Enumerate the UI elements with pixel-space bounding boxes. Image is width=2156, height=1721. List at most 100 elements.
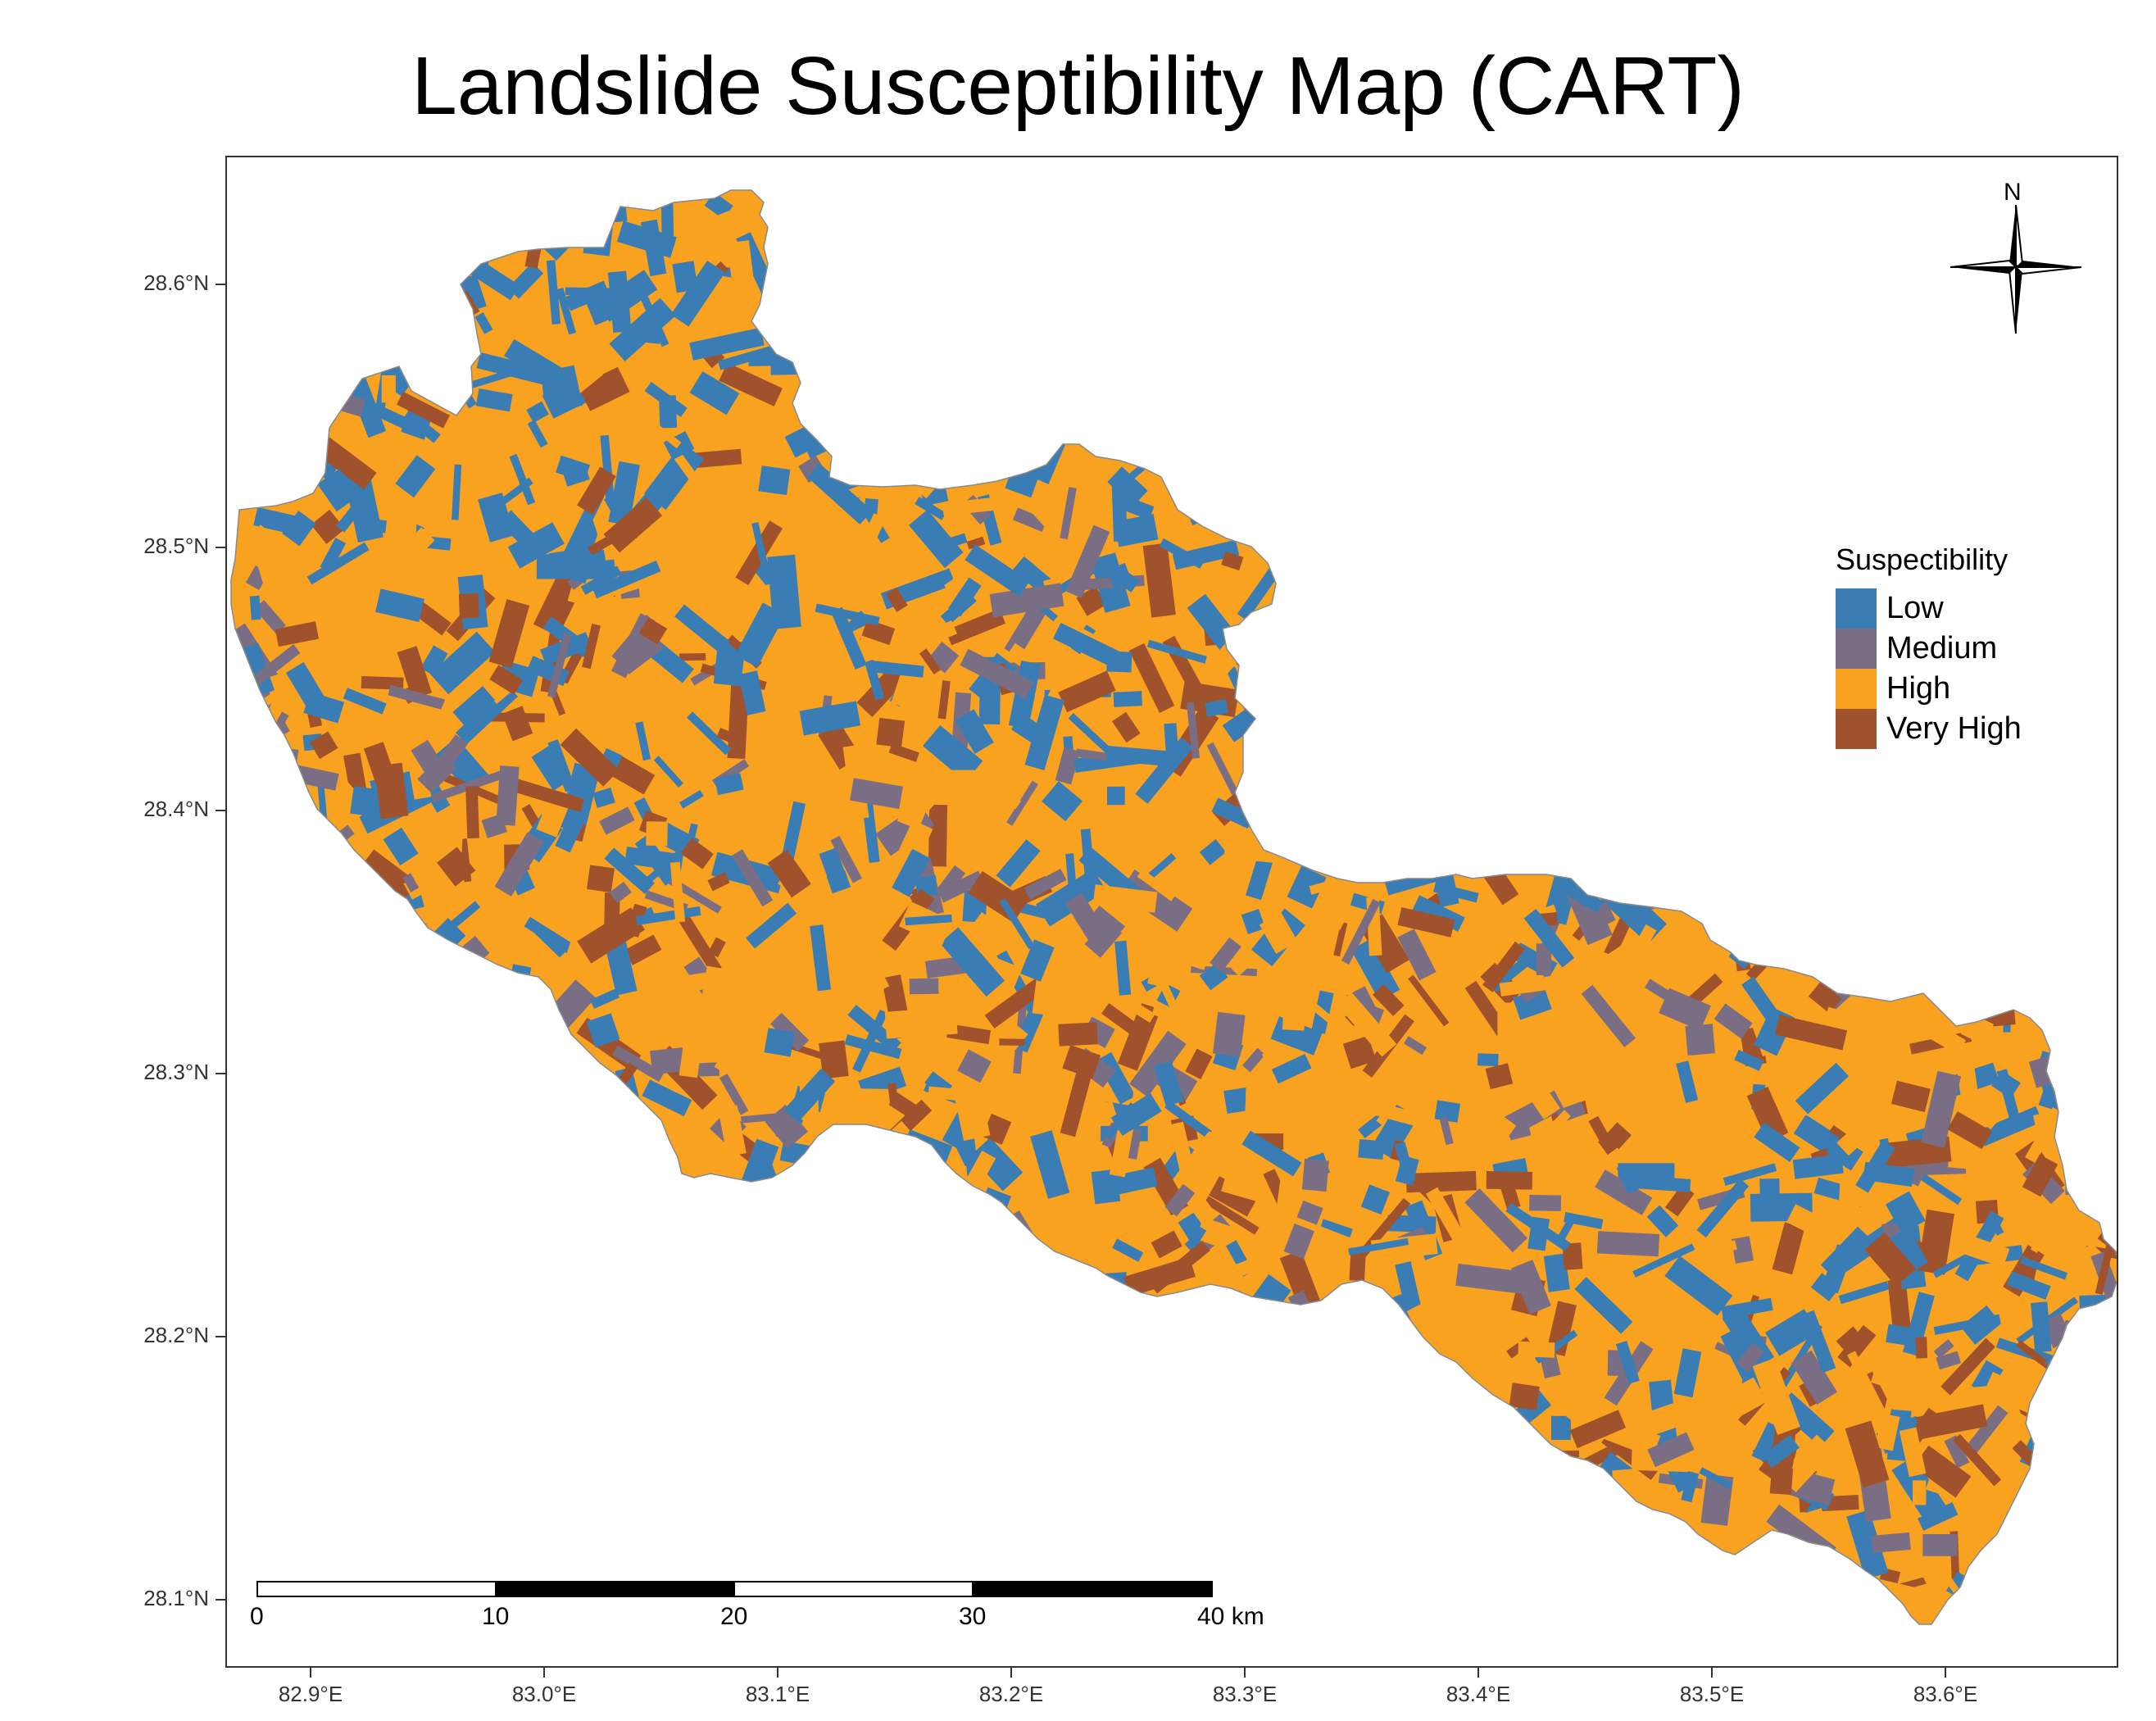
- raster-patch: [1083, 344, 1111, 373]
- raster-patch: [279, 1476, 309, 1511]
- raster-patch: [298, 949, 334, 987]
- raster-patch: [1423, 506, 1474, 563]
- raster-patch: [249, 1360, 262, 1396]
- raster-patch: [1395, 1260, 1423, 1319]
- raster-patch: [1068, 1532, 1109, 1582]
- raster-patch: [1294, 1578, 1355, 1619]
- raster-patch: [2033, 887, 2077, 911]
- raster-patch: [896, 784, 933, 830]
- raster-patch: [2058, 954, 2097, 993]
- raster-patch: [2074, 333, 2109, 376]
- raster-patch: [282, 387, 325, 445]
- raster-patch: [648, 1146, 700, 1185]
- raster-patch: [979, 270, 1030, 314]
- raster-patch: [1683, 190, 1732, 219]
- raster-patch: [1872, 797, 1893, 824]
- raster-patch: [1442, 262, 1474, 294]
- raster-patch: [1368, 554, 1404, 631]
- raster-patch: [1741, 1621, 1773, 1624]
- raster-patch: [1275, 424, 1314, 463]
- raster-patch: [1482, 598, 1555, 614]
- raster-patch: [1505, 405, 1523, 427]
- raster-patch: [1506, 263, 1545, 311]
- raster-patch: [2002, 445, 2031, 475]
- raster-patch: [1319, 1219, 1353, 1240]
- raster-patch: [1473, 529, 1514, 570]
- raster-patch: [1018, 1643, 1078, 1668]
- raster-patch: [1602, 289, 1650, 356]
- raster-patch: [691, 1294, 703, 1314]
- raster-patch: [411, 1091, 443, 1123]
- raster-patch: [1574, 1277, 1633, 1334]
- raster-patch: [748, 1394, 785, 1443]
- raster-patch: [578, 366, 630, 411]
- raster-patch: [641, 1626, 676, 1668]
- raster-patch: [476, 352, 550, 386]
- north-arrow-label: N: [2004, 179, 2022, 206]
- raster-patch: [1052, 622, 1121, 668]
- raster-patch: [1254, 452, 1300, 495]
- raster-patch: [1612, 1469, 1641, 1505]
- raster-patch: [533, 487, 563, 518]
- raster-patch: [2063, 1479, 2117, 1533]
- raster-patch: [1107, 466, 1148, 506]
- raster-patch: [706, 1469, 751, 1498]
- raster-patch: [823, 1522, 851, 1553]
- raster-patch: [992, 1495, 1042, 1538]
- raster-patch: [609, 1456, 648, 1533]
- raster-patch: [266, 1021, 288, 1084]
- raster-patch: [955, 1369, 990, 1427]
- raster-patch: [1221, 1173, 1269, 1204]
- raster-patch: [2027, 1649, 2066, 1668]
- raster-patch: [2020, 866, 2055, 900]
- raster-patch: [231, 1399, 252, 1433]
- raster-patch: [1011, 190, 1049, 211]
- raster-patch: [928, 190, 958, 228]
- raster-patch: [1988, 478, 2024, 535]
- raster-patch: [1918, 1502, 1959, 1531]
- raster-patch: [1400, 229, 1442, 270]
- raster-patch: [883, 190, 942, 228]
- raster-patch: [231, 190, 262, 213]
- raster-patch: [1189, 1326, 1249, 1374]
- scale-bar-label: 10: [482, 1603, 510, 1630]
- raster-patch: [1143, 190, 1198, 216]
- raster-patch: [1652, 1638, 1680, 1665]
- raster-patch: [1125, 1410, 1144, 1432]
- raster-patch: [680, 1239, 715, 1276]
- raster-patch: [1899, 1427, 1927, 1478]
- raster-patch: [1496, 438, 1518, 509]
- raster-patch: [475, 388, 513, 412]
- raster-patch: [1266, 1526, 1310, 1558]
- raster-patch: [238, 310, 258, 334]
- raster-patch: [1114, 347, 1150, 389]
- raster-patch: [1919, 207, 1954, 238]
- raster-patch: [1114, 514, 1159, 547]
- raster-patch: [779, 1496, 819, 1529]
- raster-patch: [666, 1190, 701, 1219]
- raster-patch: [990, 222, 1033, 255]
- raster-patch: [1617, 723, 1644, 744]
- raster-patch: [1040, 366, 1072, 399]
- raster-patch: [1380, 1600, 1440, 1624]
- raster-patch: [1482, 1455, 1526, 1502]
- raster-patch: [1572, 234, 1601, 264]
- raster-patch: [1889, 772, 1923, 798]
- raster-patch: [767, 849, 811, 898]
- raster-patch: [1384, 465, 1455, 507]
- raster-patch: [979, 1215, 1013, 1247]
- raster-patch: [279, 261, 333, 275]
- raster-patch: [666, 1603, 679, 1624]
- raster-patch: [1145, 369, 1206, 443]
- raster-patch: [1822, 914, 1856, 974]
- raster-patch: [1740, 190, 1774, 197]
- raster-patch: [1282, 964, 1308, 1031]
- raster-patch: [599, 806, 635, 835]
- raster-patch: [1915, 1404, 1988, 1440]
- raster-patch: [451, 1078, 488, 1105]
- raster-patch: [1766, 190, 1833, 217]
- raster-patch: [1359, 1442, 1383, 1489]
- raster-patch: [1370, 1233, 1438, 1261]
- raster-patch: [995, 387, 1062, 437]
- raster-patch: [1900, 473, 1911, 516]
